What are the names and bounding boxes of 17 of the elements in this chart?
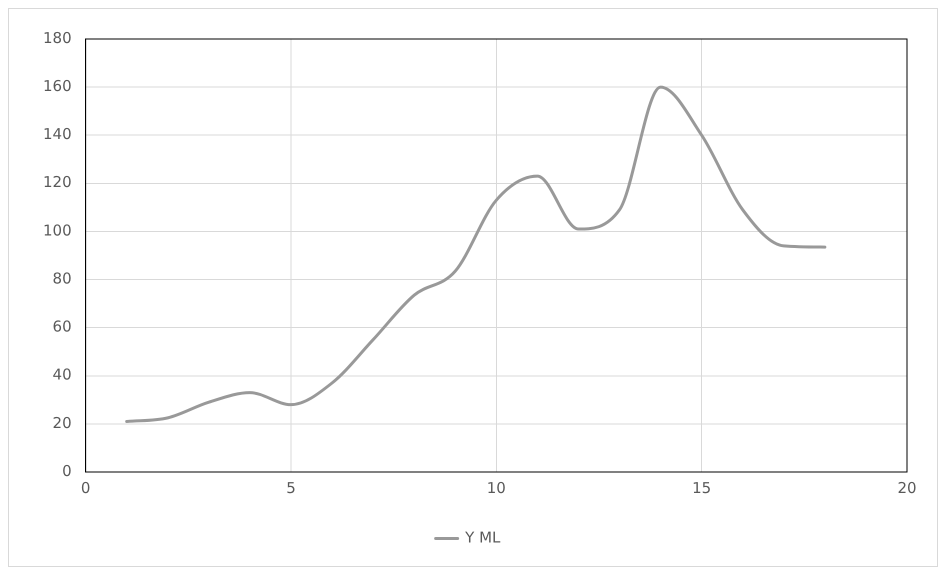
y-tick-label: 160 <box>42 77 72 95</box>
y-tick-label: 80 <box>52 269 72 288</box>
y-tick-label: 140 <box>42 125 72 144</box>
y-tick-label: 0 <box>62 462 72 480</box>
legend-label: Y ML <box>464 528 502 546</box>
y-tick-label: 180 <box>42 28 72 47</box>
line-series <box>125 86 826 423</box>
x-tick-label: 10 <box>486 478 506 497</box>
x-tick-label: 20 <box>897 478 917 497</box>
y-tick-label: 40 <box>52 366 72 384</box>
y-tick-label: 120 <box>42 173 72 192</box>
x-tick-label: 0 <box>80 478 90 497</box>
x-tick-label: 15 <box>692 478 712 497</box>
y-tick-label: 60 <box>52 318 72 336</box>
y-tick-label: 100 <box>42 221 72 240</box>
y-tick-label: 20 <box>52 414 72 432</box>
x-tick-label: 5 <box>286 478 296 497</box>
